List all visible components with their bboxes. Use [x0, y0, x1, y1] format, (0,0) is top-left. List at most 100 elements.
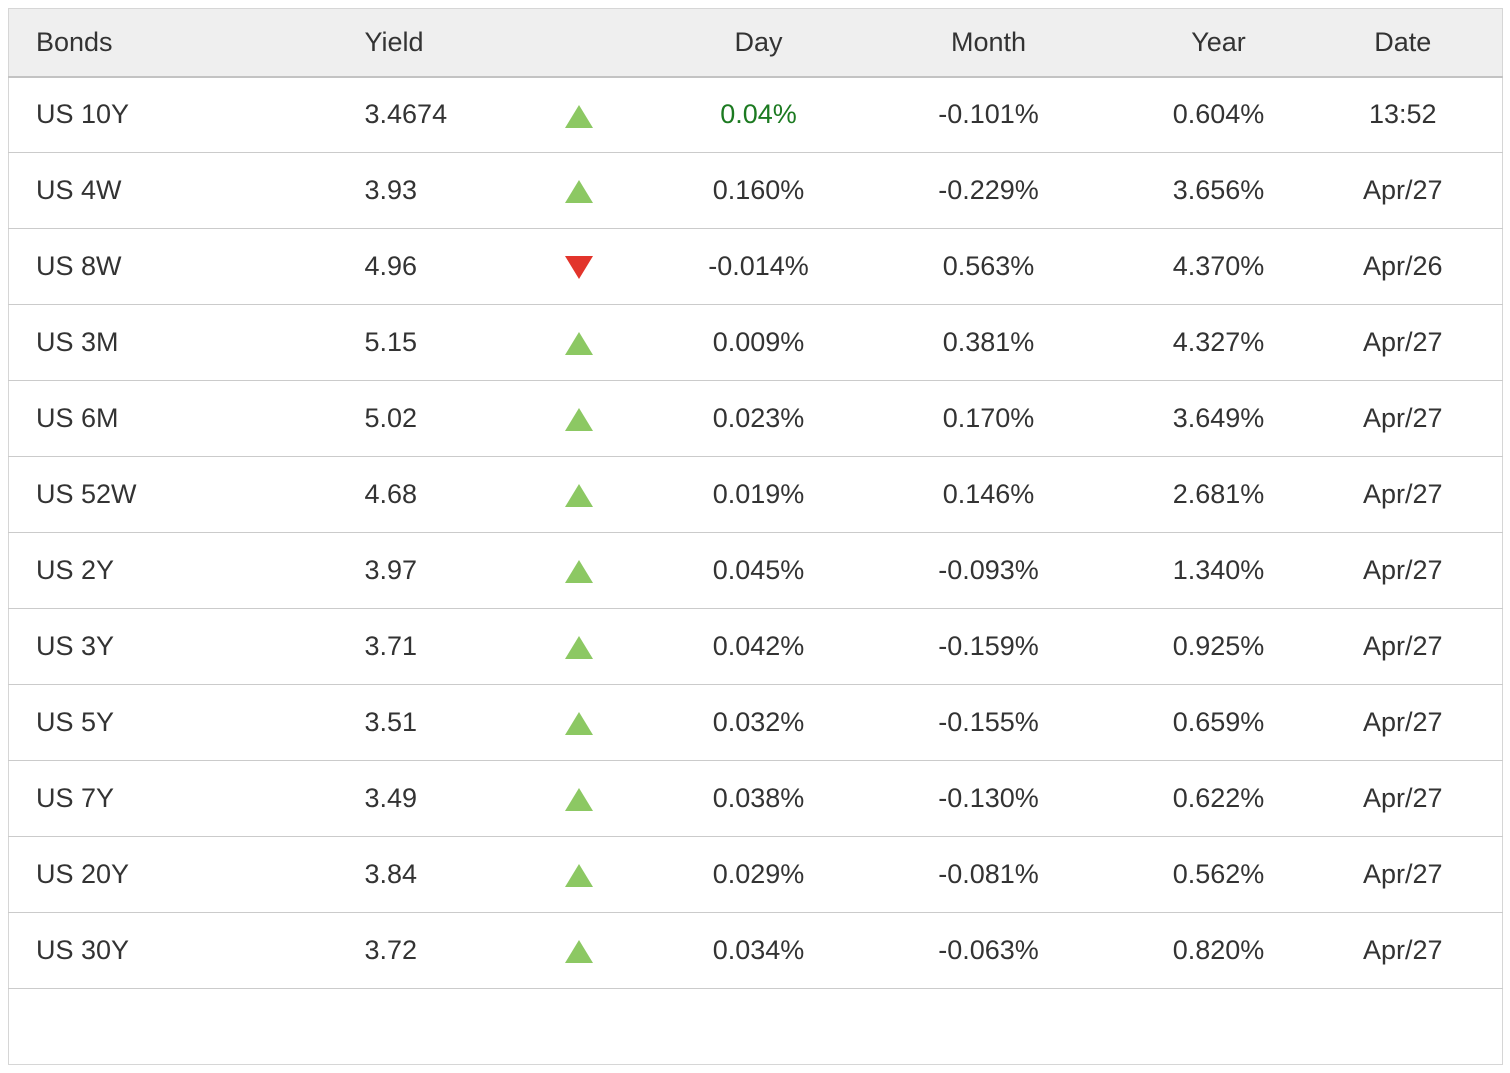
bond-link[interactable]: US 10Y: [8, 76, 349, 153]
date-value: Apr/27: [1303, 608, 1503, 685]
bond-link[interactable]: US 5Y: [8, 684, 349, 761]
date-value: Apr/27: [1303, 456, 1503, 533]
change-indicator-cell: [483, 76, 674, 153]
day-change-value: 0.04%: [673, 76, 844, 153]
table-row: US 4W 3.93 0.160% -0.229% 3.656% Apr/27: [8, 152, 1503, 229]
table-row: US 52W 4.68 0.019% 0.146% 2.681% Apr/27: [8, 456, 1503, 533]
table-row: US 3M 5.15 0.009% 0.381% 4.327% Apr/27: [8, 304, 1503, 381]
yield-value: 4.96: [348, 228, 484, 305]
up-triangle-icon: [564, 332, 593, 356]
year-change-value: 0.820%: [1133, 912, 1304, 989]
bond-link[interactable]: US 20Y: [8, 836, 349, 913]
yield-value: 3.49: [348, 760, 484, 837]
yield-value: 3.71: [348, 608, 484, 685]
down-triangle-icon: [564, 256, 593, 280]
yield-value: 3.97: [348, 532, 484, 609]
date-value: Apr/27: [1303, 532, 1503, 609]
change-indicator-cell: [483, 760, 674, 837]
year-change-value: 4.370%: [1133, 228, 1304, 305]
date-value: Apr/27: [1303, 912, 1503, 989]
table-row: US 20Y 3.84 0.029% -0.081% 0.562% Apr/27: [8, 836, 1503, 913]
yield-value: 3.93: [348, 152, 484, 229]
change-indicator-cell: [483, 836, 674, 913]
column-header-day: Day: [673, 8, 844, 78]
month-change-value: -0.229%: [843, 152, 1134, 229]
bond-link[interactable]: US 8W: [8, 228, 349, 305]
change-indicator-cell: [483, 152, 674, 229]
date-value: Apr/27: [1303, 380, 1503, 457]
change-indicator-cell: [483, 684, 674, 761]
day-change-value: 0.009%: [673, 304, 844, 381]
bond-link[interactable]: US 52W: [8, 456, 349, 533]
up-triangle-icon: [564, 560, 593, 584]
up-triangle-icon: [564, 940, 593, 964]
year-change-value: 0.562%: [1133, 836, 1304, 913]
month-change-value: 0.381%: [843, 304, 1134, 381]
date-value: Apr/26: [1303, 228, 1503, 305]
month-change-value: -0.101%: [843, 76, 1134, 153]
year-change-value: 0.659%: [1133, 684, 1304, 761]
year-change-value: 2.681%: [1133, 456, 1304, 533]
table-row: US 8W 4.96 -0.014% 0.563% 4.370% Apr/26: [8, 228, 1503, 305]
bond-link[interactable]: US 6M: [8, 380, 349, 457]
month-change-value: -0.155%: [843, 684, 1134, 761]
table-row: US 5Y 3.51 0.032% -0.155% 0.659% Apr/27: [8, 684, 1503, 761]
bond-link[interactable]: US 7Y: [8, 760, 349, 837]
column-header-year: Year: [1133, 8, 1304, 78]
day-change-value: 0.160%: [673, 152, 844, 229]
year-change-value: 3.656%: [1133, 152, 1304, 229]
change-indicator-cell: [483, 912, 674, 989]
column-header-date: Date: [1303, 8, 1503, 78]
change-indicator-cell: [483, 608, 674, 685]
table-row: US 7Y 3.49 0.038% -0.130% 0.622% Apr/27: [8, 760, 1503, 837]
day-change-value: 0.045%: [673, 532, 844, 609]
change-indicator-cell: [483, 380, 674, 457]
bond-link[interactable]: US 4W: [8, 152, 349, 229]
month-change-value: 0.146%: [843, 456, 1134, 533]
table-header: Bonds Yield Day Month Year Date: [8, 8, 1503, 78]
year-change-value: 0.604%: [1133, 76, 1304, 153]
yield-value: 5.15: [348, 304, 484, 381]
date-value: Apr/27: [1303, 836, 1503, 913]
month-change-value: -0.130%: [843, 760, 1134, 837]
us-bond-yields-table: Bonds Yield Day Month Year Date US 10Y 3…: [8, 8, 1503, 1065]
day-change-value: 0.042%: [673, 608, 844, 685]
up-triangle-icon: [564, 712, 593, 736]
month-change-value: -0.159%: [843, 608, 1134, 685]
year-change-value: 3.649%: [1133, 380, 1304, 457]
day-change-value: -0.014%: [673, 228, 844, 305]
change-indicator-cell: [483, 532, 674, 609]
bond-link[interactable]: US 30Y: [8, 912, 349, 989]
yield-value: 3.4674: [348, 76, 484, 153]
column-header-bonds: Bonds: [8, 8, 349, 78]
date-value: Apr/27: [1303, 304, 1503, 381]
day-change-value: 0.032%: [673, 684, 844, 761]
column-header-month: Month: [843, 8, 1134, 78]
up-triangle-icon: [564, 104, 593, 128]
table-row: US 3Y 3.71 0.042% -0.159% 0.925% Apr/27: [8, 608, 1503, 685]
up-triangle-icon: [564, 408, 593, 432]
year-change-value: 1.340%: [1133, 532, 1304, 609]
up-triangle-icon: [564, 180, 593, 204]
bond-link[interactable]: US 3Y: [8, 608, 349, 685]
yield-value: 3.72: [348, 912, 484, 989]
change-indicator-cell: [483, 456, 674, 533]
bond-link[interactable]: US 2Y: [8, 532, 349, 609]
date-value: 13:52: [1303, 76, 1503, 153]
month-change-value: -0.063%: [843, 912, 1134, 989]
bond-link[interactable]: US 3M: [8, 304, 349, 381]
yield-value: 5.02: [348, 380, 484, 457]
bonds-table-body: US 10Y 3.4674 0.04% -0.101% 0.604% 13:52…: [8, 76, 1503, 1065]
month-change-value: 0.563%: [843, 228, 1134, 305]
column-header-change: [483, 8, 674, 78]
up-triangle-icon: [564, 636, 593, 660]
change-indicator-cell: [483, 228, 674, 305]
column-header-yield: Yield: [348, 8, 484, 78]
header-row: Bonds Yield Day Month Year Date: [8, 8, 1503, 78]
year-change-value: 0.622%: [1133, 760, 1304, 837]
up-triangle-icon: [564, 484, 593, 508]
table-row: US 2Y 3.97 0.045% -0.093% 1.340% Apr/27: [8, 532, 1503, 609]
table-row-partial: [9, 989, 1503, 1065]
date-value: Apr/27: [1303, 684, 1503, 761]
month-change-value: -0.081%: [843, 836, 1134, 913]
